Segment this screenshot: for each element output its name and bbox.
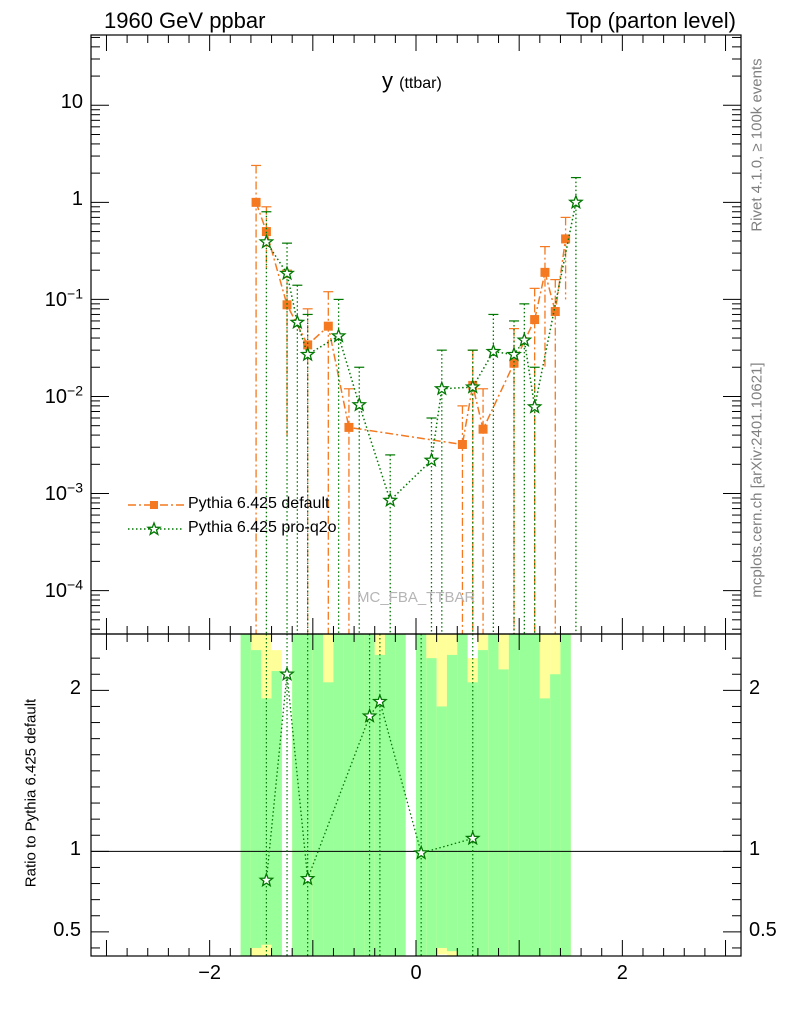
ratio-band-green-13 (385, 634, 396, 956)
point-proq2o-13 (526, 398, 543, 414)
ratio-point-proq2o-2 (299, 870, 316, 886)
ratio-band-green-22 (488, 634, 499, 956)
ratio-point-proq2o-3 (361, 707, 378, 723)
ratio-axis-label: Ratio to Pythia 6.425 default (22, 698, 40, 888)
point-default-6 (457, 439, 467, 449)
point-proq2o-1 (279, 265, 295, 281)
point-proq2o-2 (289, 314, 306, 330)
legend-symbol-default (128, 501, 184, 509)
point-proq2o-0 (258, 233, 275, 249)
ratio-point-proq2o-4 (371, 693, 388, 709)
main-panel (251, 164, 584, 634)
ratio-point-proq2o-1 (279, 665, 295, 681)
series-line-default (255, 202, 567, 446)
rivet-label: Rivet 4.1.0, ≥ 100k events (748, 58, 766, 232)
main-y-tick-label: 10−4 (44, 576, 83, 603)
point-default-12 (550, 307, 560, 317)
source-label: mcplots.cern.ch [arXiv:2401.10621] (748, 362, 766, 598)
ratio-point-proq2o-6 (464, 830, 481, 846)
point-proq2o-7 (423, 451, 440, 467)
point-default-4 (323, 321, 333, 331)
x-tick-label: 2 (616, 962, 628, 984)
ratio-band-green-16 (426, 658, 437, 956)
point-proq2o-5 (351, 396, 368, 412)
point-proq2o-6 (382, 492, 399, 508)
point-default-13 (561, 234, 571, 244)
ratio-band-green-27 (539, 698, 551, 956)
ratio-band-green-9 (343, 634, 355, 956)
point-default-9 (509, 358, 519, 368)
legend-label-proq2o: Pythia 6.425 pro-q2o (188, 519, 337, 536)
point-default-2 (282, 300, 292, 310)
ratio-band-green-10 (354, 634, 365, 956)
ratio-band-green-2 (261, 698, 272, 945)
series-line-proq2o (265, 202, 577, 502)
ratio-panel (91, 634, 741, 956)
ratio-band-green-7 (323, 682, 334, 956)
plot-title-sub: (ttbar) (399, 75, 442, 92)
ratio-y-tick-label-right: 2 (749, 677, 761, 700)
ratio-y-tick-label-left: 0.5 (53, 918, 81, 941)
point-proq2o-8 (433, 380, 450, 396)
point-proq2o-3 (299, 346, 316, 362)
ratio-y-tick-label-right: 0.5 (749, 918, 777, 941)
ratio-band-green-4 (292, 634, 303, 956)
main-y-tick-label: 1 (71, 188, 83, 211)
point-default-0 (251, 197, 261, 207)
legend-symbol-proq2o (128, 521, 184, 536)
plot-title-main: y (382, 68, 393, 93)
point-proq2o-9 (464, 378, 481, 394)
ratio-band-green-12 (374, 654, 386, 956)
main-frame (90, 34, 742, 635)
x-tick-label: 0 (410, 962, 422, 984)
ratio-y-tick-label-left: 1 (69, 838, 81, 861)
ratio-band-green-28 (550, 674, 561, 956)
main-y-tick-label: 10−2 (44, 382, 83, 409)
ratio-band-green-24 (508, 634, 520, 956)
ratio-band-green-26 (529, 634, 540, 956)
point-proq2o-14 (567, 194, 584, 210)
main-y-tick-label: 10−1 (44, 285, 83, 312)
legend: Pythia 6.425 default Pythia 6.425 pro-q2… (126, 494, 386, 544)
point-default-8 (478, 424, 488, 434)
axes-frames (90, 34, 742, 957)
point-default-11 (540, 267, 550, 277)
point-default-10 (530, 315, 540, 325)
x-tick-label: −2 (198, 962, 222, 984)
ratio-band-green-23 (498, 669, 509, 956)
ratio-band-green-29 (560, 634, 571, 956)
point-default-5 (344, 422, 354, 432)
ratio-band-green-14 (395, 634, 406, 956)
ratio-y-tick-label-left: 2 (69, 677, 81, 700)
main-y-tick-label: 10−3 (44, 479, 83, 506)
ratio-point-proq2o-0 (258, 871, 275, 888)
ratio-band-green-25 (519, 634, 530, 956)
point-proq2o-4 (330, 327, 347, 343)
process-label: Top (parton level) (566, 8, 736, 33)
legend-label-default: Pythia 6.425 default (188, 495, 330, 512)
ratio-band-green-17 (436, 706, 447, 948)
ratio-band-green-18 (446, 654, 458, 952)
point-proq2o-11 (506, 346, 522, 362)
ratio-band-green-6 (312, 634, 324, 956)
ratio-y-tick-label-right: 1 (749, 838, 761, 861)
ratio-band-green-0 (240, 634, 251, 956)
ratio-band-green-1 (250, 650, 262, 948)
watermark: MC_FBA_TTBAR (357, 589, 476, 606)
point-proq2o-12 (516, 331, 533, 348)
ratio-point-proq2o-5 (413, 844, 430, 860)
point-default-3 (303, 340, 313, 350)
ratio-band-green-21 (477, 650, 489, 956)
ratio-band-green-19 (457, 634, 468, 956)
main-y-tick-label: 10 (60, 91, 83, 114)
energy-label: 1960 GeV ppbar (104, 8, 266, 33)
point-proq2o-10 (485, 343, 502, 359)
ratio-band-green-3 (271, 671, 282, 956)
point-default-1 (261, 227, 271, 237)
ratio-band-green-8 (333, 634, 344, 956)
plot-title: y (ttbar) (382, 68, 442, 94)
